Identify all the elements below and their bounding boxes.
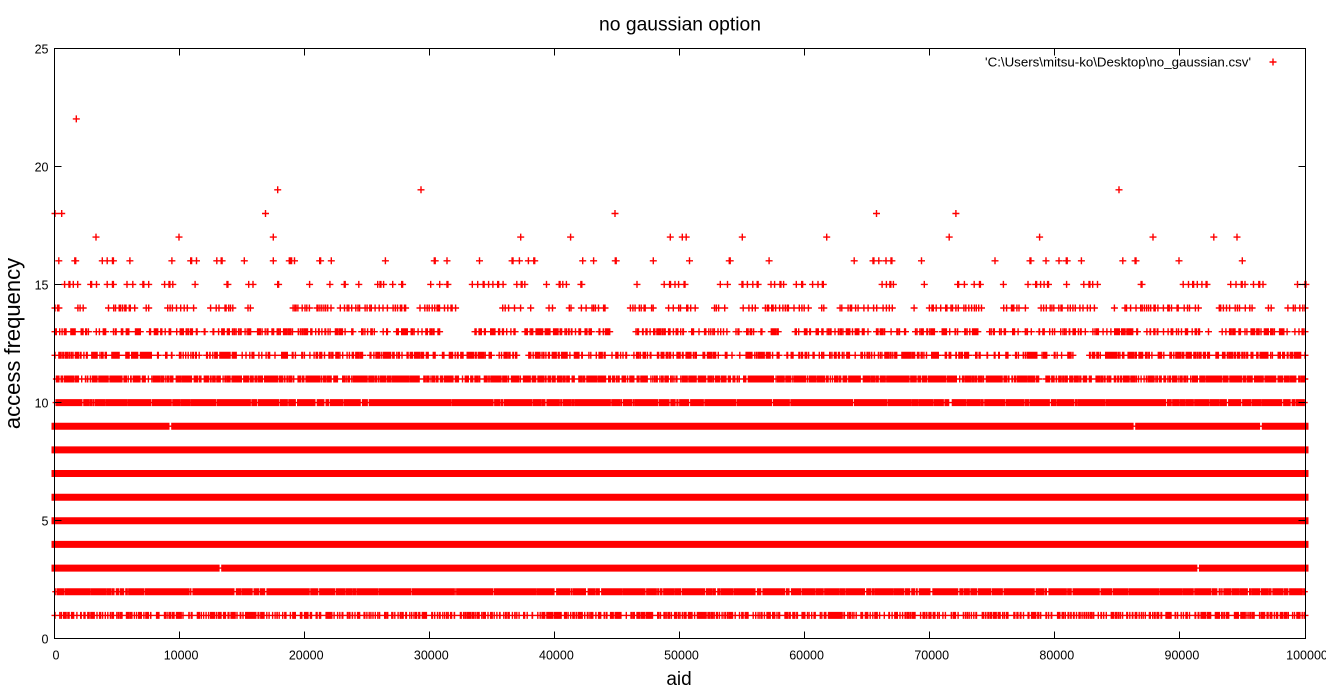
svg-text:0: 0 (42, 633, 49, 647)
svg-text:25: 25 (35, 43, 49, 57)
svg-text:aid: aid (666, 669, 691, 690)
svg-text:20000: 20000 (289, 649, 324, 663)
svg-text:5: 5 (42, 515, 49, 529)
svg-text:40000: 40000 (539, 649, 574, 663)
svg-text:10000: 10000 (164, 649, 199, 663)
svg-text:90000: 90000 (1165, 649, 1200, 663)
svg-text:70000: 70000 (914, 649, 949, 663)
svg-text:0: 0 (53, 649, 60, 663)
svg-text:no gaussian option: no gaussian option (599, 15, 761, 36)
svg-text:60000: 60000 (789, 649, 824, 663)
svg-text:15: 15 (35, 279, 49, 293)
svg-text:30000: 30000 (414, 649, 449, 663)
svg-text:80000: 80000 (1039, 649, 1074, 663)
svg-text:50000: 50000 (664, 649, 699, 663)
svg-text:access frequency: access frequency (0, 258, 25, 429)
svg-text:'C:\Users\mitsu-ko\Desktop\no_: 'C:\Users\mitsu-ko\Desktop\no_gaussian.c… (985, 55, 1251, 70)
svg-text:100000: 100000 (1286, 649, 1326, 663)
svg-text:10: 10 (35, 397, 49, 411)
svg-text:20: 20 (35, 161, 49, 175)
